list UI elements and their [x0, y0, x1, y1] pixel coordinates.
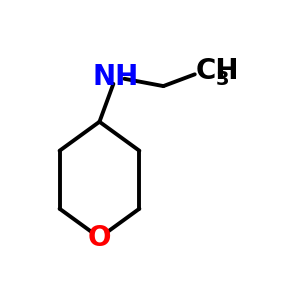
- Text: CH: CH: [196, 57, 240, 85]
- Text: NH: NH: [93, 63, 139, 91]
- Text: 3: 3: [216, 70, 230, 89]
- Text: O: O: [88, 224, 111, 252]
